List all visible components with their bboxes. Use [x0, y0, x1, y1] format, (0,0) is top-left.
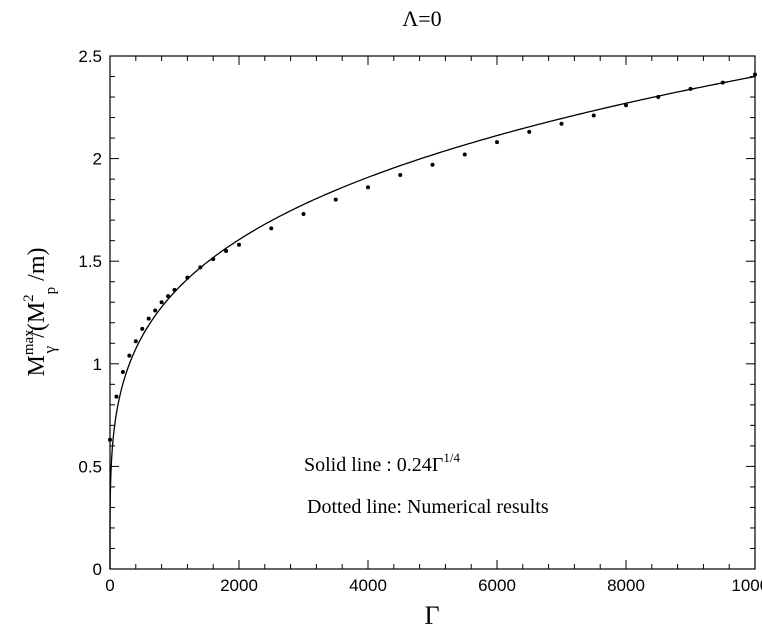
data-point	[624, 103, 628, 108]
y-label-mid: /(M	[24, 302, 50, 338]
data-point	[172, 287, 177, 292]
annotation-solid-line: Solid line : 0.24Γ1/4	[304, 450, 460, 476]
y-label-end: /m)	[24, 247, 50, 280]
data-point	[114, 394, 119, 399]
y-tick-label: 1	[93, 355, 102, 374]
data-point	[495, 140, 499, 145]
y-label-sub-p: p	[43, 287, 59, 295]
y-tick-label: 2	[93, 150, 102, 169]
data-point	[120, 370, 125, 375]
data-point	[133, 339, 138, 344]
data-point	[127, 353, 132, 358]
y-label-sup-2: 2	[21, 294, 37, 302]
y-tick-label: 2.5	[78, 47, 102, 66]
x-axis-label: Γ	[424, 601, 439, 630]
y-tick-label: 0.5	[78, 457, 102, 476]
series-dotted-points	[108, 72, 757, 442]
data-point	[462, 152, 467, 157]
data-point	[559, 121, 564, 126]
data-point	[159, 300, 164, 305]
data-point	[185, 275, 190, 280]
data-point	[140, 326, 145, 331]
data-point	[211, 257, 216, 262]
y-tick-label: 1.5	[78, 252, 102, 271]
data-point	[333, 197, 338, 202]
data-point	[108, 437, 112, 442]
data-point	[366, 185, 370, 190]
data-point	[398, 173, 403, 178]
plot-area	[109, 55, 756, 570]
data-point	[153, 308, 158, 313]
data-point	[198, 265, 203, 270]
y-axis-ticks	[110, 55, 755, 570]
x-tick-label: 2000	[220, 576, 258, 595]
y-label-sup-max: max	[21, 329, 37, 355]
data-point	[430, 162, 435, 167]
data-point	[224, 248, 229, 253]
data-point	[688, 86, 693, 91]
data-point	[269, 226, 274, 231]
y-tick-label: 0	[93, 560, 102, 579]
data-point	[591, 113, 596, 118]
x-tick-label: 6000	[478, 576, 516, 595]
x-tick-label: 8000	[607, 576, 645, 595]
x-tick-label: 4000	[349, 576, 387, 595]
data-point	[301, 212, 306, 217]
data-point	[146, 316, 151, 321]
y-label-base: M	[24, 355, 50, 376]
chart-title: Λ=0	[402, 6, 441, 31]
data-point	[166, 294, 171, 299]
series-solid-line	[109, 75, 756, 569]
y-axis-tick-labels: 0 0.5 1 1.5 2 2.5	[78, 47, 102, 579]
data-point	[527, 129, 532, 134]
data-point	[720, 80, 725, 85]
data-point	[237, 242, 241, 247]
y-label-sub-gamma: γ	[40, 345, 59, 354]
annotation-dotted-line: Dotted line: Numerical results	[307, 496, 549, 518]
y-axis-label: Mmax γ /(M2p/m)	[21, 247, 59, 376]
data-point	[753, 72, 757, 77]
x-axis-ticks	[109, 56, 756, 569]
data-point	[656, 95, 661, 100]
x-tick-label: 0	[105, 576, 114, 595]
